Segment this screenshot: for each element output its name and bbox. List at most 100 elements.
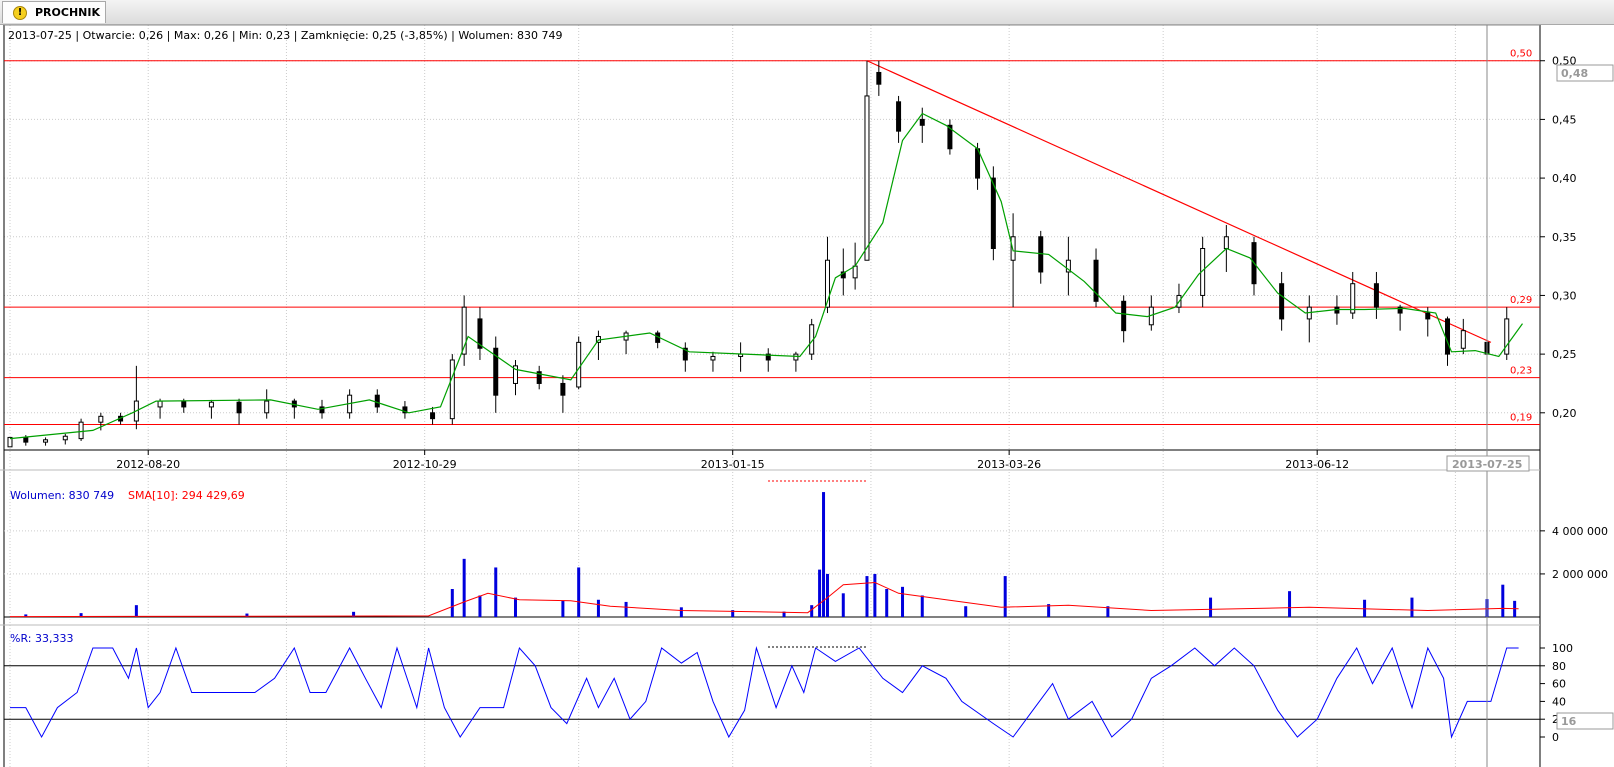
candle-body xyxy=(319,406,325,414)
wr-tick-label: 100 xyxy=(1552,642,1573,655)
candle-body xyxy=(430,412,436,420)
volume-bars: 2 000 000 4 000 000 xyxy=(4,492,1608,618)
volume-bar xyxy=(245,613,249,617)
candle-body xyxy=(98,415,104,423)
price-sma-line xyxy=(9,112,1523,440)
candle-body xyxy=(236,401,242,414)
volume-bar xyxy=(1003,576,1007,617)
candle-body xyxy=(512,365,518,384)
candle-body xyxy=(682,347,688,361)
volume-bar xyxy=(825,573,829,617)
price-level-label: 0,23 xyxy=(1510,366,1532,377)
volume-bar xyxy=(873,573,877,617)
candle-body xyxy=(852,265,858,279)
candle-body xyxy=(157,400,163,408)
volume-bar xyxy=(964,606,968,617)
price-tick-label: 0,45 xyxy=(1552,113,1577,126)
trend-line xyxy=(866,60,1492,343)
price-tick-label: 0,30 xyxy=(1552,289,1577,302)
candle-body xyxy=(1504,318,1510,355)
price-level-label: 0,19 xyxy=(1510,413,1532,424)
volume-bar xyxy=(134,605,138,617)
volume-bar xyxy=(731,610,735,617)
candle-body xyxy=(374,394,380,408)
candle-body xyxy=(62,435,68,441)
williams-r-line: 020406080100 xyxy=(4,642,1573,744)
candle-body xyxy=(23,436,29,443)
candle-body xyxy=(7,436,13,448)
volume-bar xyxy=(1047,604,1051,617)
volume-tick-label: 2 000 000 xyxy=(1552,568,1608,581)
candle-body xyxy=(1065,259,1071,273)
price-tick-label: 0,35 xyxy=(1552,231,1577,244)
candle-body xyxy=(1397,306,1403,314)
candle-body xyxy=(824,259,830,308)
volume-bar xyxy=(577,567,581,617)
tab-prochnik[interactable]: ! PROCHNIK xyxy=(2,1,106,23)
volume-bar xyxy=(1410,597,1414,617)
volume-bar xyxy=(822,492,826,617)
wr-tick-label: 80 xyxy=(1552,660,1566,673)
chart-grid xyxy=(4,25,1540,767)
candle-body xyxy=(1445,318,1451,355)
volume-bar xyxy=(1501,584,1505,617)
price-level-label: 0,29 xyxy=(1510,295,1532,306)
volume-sma-line xyxy=(9,581,1519,618)
volume-bar xyxy=(1106,606,1110,617)
axis-labels: 0,20 0,25 0,30 0,35 0,40 0,45 0,50 2012-08-20 20… xyxy=(4,55,1577,471)
volume-bar xyxy=(352,611,356,617)
price-tick-label: 0,25 xyxy=(1552,348,1577,361)
candle-body xyxy=(896,101,902,132)
wr-tick-label: 0 xyxy=(1552,731,1559,744)
x-tick-label: 2013-01-15 xyxy=(701,458,765,471)
candle-body xyxy=(765,353,771,361)
volume-bar xyxy=(24,614,28,617)
candle-body xyxy=(1279,283,1285,320)
price-info: 2013-07-25 | Otwarcie: 0,26 | Max: 0,26 … xyxy=(8,29,562,42)
volume-bar xyxy=(782,611,786,617)
volume-bar xyxy=(450,589,454,617)
x-tick-label: 2012-08-20 xyxy=(116,458,180,471)
candle-body xyxy=(576,341,582,388)
price-tick-label: 0,50 xyxy=(1552,55,1577,68)
volume-bar xyxy=(1209,597,1213,617)
candle-body xyxy=(1121,300,1127,332)
volume-wolumen-label: Wolumen: 830 749 xyxy=(10,489,114,502)
volume-tick-label: 4 000 000 xyxy=(1552,525,1608,538)
x-tick-label: 2012-10-29 xyxy=(393,458,457,471)
candle-body xyxy=(990,177,996,250)
volume-bar xyxy=(885,589,889,617)
candle-body xyxy=(43,439,49,443)
x-tick-label: 2013-06-12 xyxy=(1285,458,1349,471)
wr-cursor-label: 16 xyxy=(1561,715,1577,728)
volume-bar xyxy=(679,607,683,617)
candle-body xyxy=(264,400,270,414)
candle-body xyxy=(449,359,455,420)
tab-label: PROCHNIK xyxy=(35,6,100,19)
candle-body xyxy=(1350,283,1356,314)
date-cursor-label: 2013-07-25 xyxy=(1452,458,1522,471)
volume-bar xyxy=(494,567,498,617)
wr-tick-label: 60 xyxy=(1552,678,1566,691)
volume-bar xyxy=(865,576,869,617)
candle-body xyxy=(560,382,566,396)
candle-body xyxy=(1373,283,1379,308)
candle-body xyxy=(864,95,870,261)
candle-body xyxy=(493,347,499,396)
candle-body xyxy=(1425,312,1431,320)
volume-bar xyxy=(841,593,845,617)
candle-body xyxy=(536,371,542,384)
volume-bar xyxy=(624,601,628,617)
candle-body xyxy=(919,118,925,126)
tab-bar: ! PROCHNIK xyxy=(0,0,1614,25)
volume-bar xyxy=(901,586,905,617)
candle-body xyxy=(876,71,882,85)
candle-body xyxy=(1460,330,1466,349)
candle-body xyxy=(1038,236,1044,273)
candle-body xyxy=(1093,259,1099,302)
williams-r-label: %R: 33,333 xyxy=(10,632,73,645)
volume-bar xyxy=(596,599,600,617)
candle-body xyxy=(181,400,187,408)
trend-line-segment xyxy=(866,60,1492,343)
